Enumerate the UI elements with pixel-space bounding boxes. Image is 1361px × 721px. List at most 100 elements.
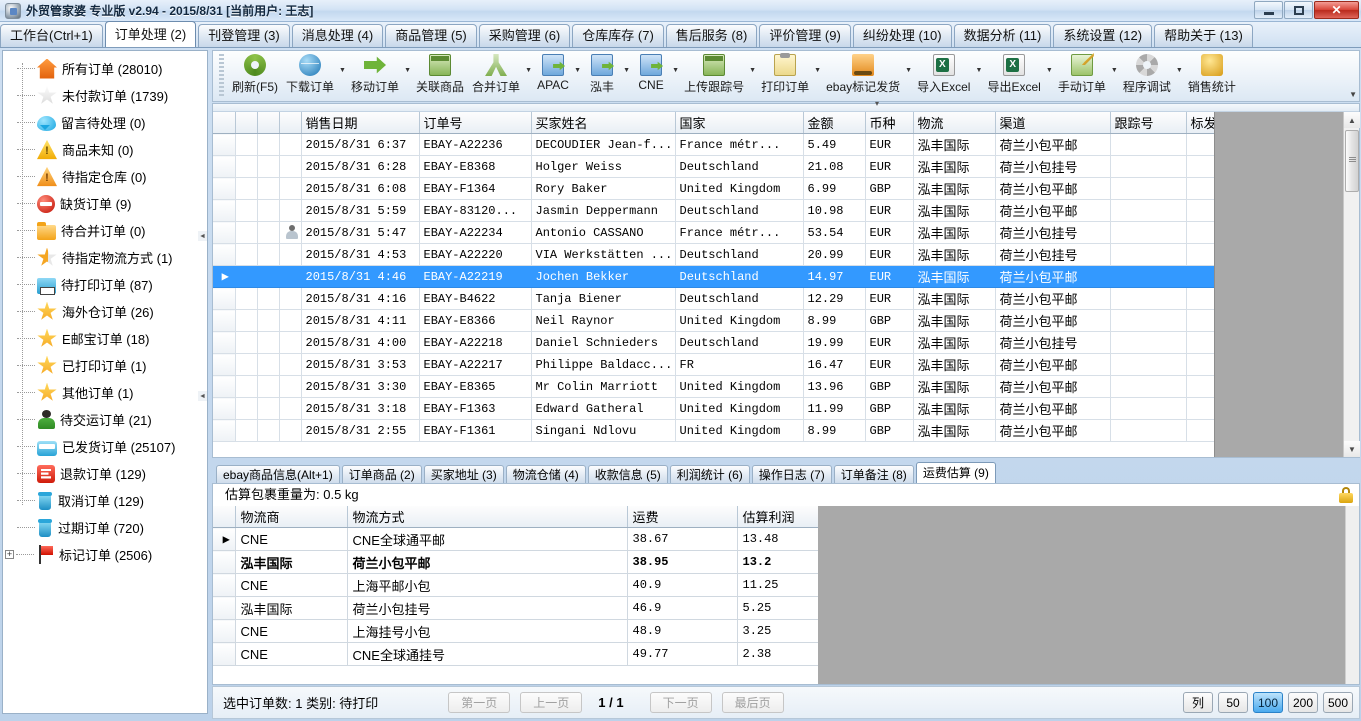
detail-tab-8[interactable]: 运费估算 (9) — [915, 462, 996, 484]
row-marker[interactable] — [213, 221, 236, 244]
freight-row-marker[interactable] — [213, 573, 236, 597]
freight-row[interactable]: CNE CNE全球通挂号 49.77 2.38 — [213, 642, 858, 666]
sidebar-item-14[interactable]: 已发货订单 (25107) — [5, 433, 207, 460]
row-flag-cell[interactable] — [279, 287, 302, 310]
row-checkbox-cell[interactable] — [257, 221, 280, 244]
row-flag-cell[interactable] — [279, 331, 302, 354]
toolbar-button-15[interactable]: 销售统计 — [1184, 51, 1240, 99]
sidebar-scroll-up-icon[interactable]: ◄ — [198, 231, 207, 241]
row-checkbox-cell[interactable] — [235, 221, 258, 244]
row-checkbox-cell[interactable] — [235, 309, 258, 332]
sidebar-item-8[interactable]: 待打印订单 (87) — [5, 271, 207, 298]
grid-filter-bar[interactable] — [213, 99, 1359, 112]
main-tab-7[interactable]: 售后服务 (8) — [665, 24, 758, 47]
row-checkbox-cell[interactable] — [257, 177, 280, 200]
row-checkbox-cell[interactable] — [257, 375, 280, 398]
row-checkbox-cell[interactable] — [235, 155, 258, 178]
freight-row-marker[interactable] — [213, 619, 236, 643]
lock-icon[interactable] — [1339, 487, 1353, 503]
toolbar-button-1[interactable]: 下载订单 — [282, 51, 338, 99]
row-flag-cell[interactable] — [279, 177, 302, 200]
freight-row-marker[interactable] — [213, 642, 236, 666]
detail-tab-4[interactable]: 收款信息 (5) — [587, 465, 668, 484]
main-tab-3[interactable]: 消息处理 (4) — [291, 24, 384, 47]
row-marker[interactable] — [213, 419, 236, 442]
toolbar-button-6[interactable]: 泓丰 — [582, 51, 622, 99]
order-row[interactable]: 2015/8/31 6:08 EBAY-F1364 Rory Baker United… — [213, 177, 1311, 200]
sidebar-scroll-down-icon[interactable]: ◄ — [198, 391, 207, 401]
freight-row[interactable]: CNE 上海平邮小包 40.9 11.25 — [213, 573, 858, 597]
toolbar-button-9[interactable]: 打印订单 — [757, 51, 813, 99]
main-tab-6[interactable]: 仓库库存 (7) — [572, 24, 664, 47]
row-flag-cell[interactable] — [279, 243, 302, 266]
row-checkbox-cell[interactable] — [257, 419, 280, 442]
toolbar-dropdown-icon[interactable]: ▼ — [905, 67, 913, 74]
order-row[interactable]: 2015/8/31 5:59 EBAY-83120... Jasmin Depper… — [213, 199, 1311, 222]
freight-row-marker[interactable]: ▶ — [213, 527, 236, 551]
toolbar-dropdown-icon[interactable]: ▼ — [814, 67, 822, 74]
scroll-up-icon[interactable]: ▲ — [1344, 112, 1360, 128]
row-checkbox-cell[interactable] — [235, 177, 258, 200]
order-row[interactable]: 2015/8/31 2:55 EBAY-F1361 Singani Ndlovu Un… — [213, 419, 1311, 442]
row-flag-cell[interactable] — [279, 221, 302, 244]
toolbar-dropdown-icon[interactable]: ▼ — [574, 67, 582, 74]
order-row[interactable]: 2015/8/31 6:37 EBAY-A22236 DECOUDIER Jean-… — [213, 133, 1311, 156]
detail-tab-6[interactable]: 操作日志 (7) — [751, 465, 832, 484]
row-flag-cell[interactable] — [279, 309, 302, 332]
row-checkbox-cell[interactable] — [235, 199, 258, 222]
sidebar-item-7[interactable]: 待指定物流方式 (1) — [5, 244, 207, 271]
toolbar-button-7[interactable]: CNE — [631, 51, 671, 99]
row-checkbox-cell[interactable] — [235, 419, 258, 442]
row-checkbox-cell[interactable] — [257, 287, 280, 310]
main-tab-1[interactable]: 订单处理 (2) — [104, 21, 197, 47]
row-checkbox-cell[interactable] — [235, 397, 258, 420]
row-marker[interactable]: ▶ — [213, 265, 236, 288]
order-row[interactable]: 2015/8/31 3:53 EBAY-A22217 Philippe Baldac… — [213, 353, 1311, 376]
first-page-button[interactable]: 第一页 — [448, 692, 511, 713]
row-checkbox-cell[interactable] — [257, 353, 280, 376]
row-checkbox-cell[interactable] — [257, 331, 280, 354]
order-row[interactable]: 2015/8/31 6:28 EBAY-E8368 Holger Weiss Deut… — [213, 155, 1311, 178]
sidebar-item-1[interactable]: 未付款订单 (1739) — [5, 82, 207, 109]
toolbar-button-2[interactable]: 移动订单 — [347, 51, 403, 99]
toolbar-dropdown-icon[interactable]: ▼ — [1175, 67, 1183, 74]
freight-row[interactable]: 泓丰国际 荷兰小包平邮 38.95 13.2 — [213, 550, 858, 574]
sidebar-item-0[interactable]: 所有订单 (28010) — [5, 55, 207, 82]
row-marker[interactable] — [213, 375, 236, 398]
main-tab-0[interactable]: 工作台(Ctrl+1) — [0, 24, 103, 47]
sidebar-item-13[interactable]: 待交运订单 (21) — [5, 406, 207, 433]
sidebar-item-16[interactable]: 取消订单 (129) — [5, 487, 207, 514]
row-checkbox-cell[interactable] — [235, 133, 258, 156]
sidebar-item-4[interactable]: 待指定仓库 (0) — [5, 163, 207, 190]
column-header-金额[interactable]: 金额 — [803, 112, 866, 134]
row-checkbox-cell[interactable] — [235, 375, 258, 398]
row-flag-cell[interactable] — [279, 265, 302, 288]
freight-row[interactable]: 泓丰国际 荷兰小包挂号 46.9 5.25 — [213, 596, 858, 620]
close-button[interactable]: ✕ — [1314, 1, 1359, 19]
row-checkbox-cell[interactable] — [235, 287, 258, 310]
order-row[interactable]: 2015/8/31 4:53 EBAY-A22220 VIA Werkstätten… — [213, 243, 1311, 266]
sidebar-item-11[interactable]: 已打印订单 (1) — [5, 352, 207, 379]
sidebar-item-17[interactable]: 过期订单 (720) — [5, 514, 207, 541]
order-grid-scrollbar[interactable]: ▲ ▼ — [1343, 112, 1360, 457]
freight-row[interactable]: ▶ CNE CNE全球通平邮 38.67 13.48 — [213, 527, 858, 551]
freight-column-运费[interactable]: 运费 — [627, 506, 738, 528]
row-marker[interactable] — [213, 353, 236, 376]
column-header-国家[interactable]: 国家 — [675, 112, 804, 134]
row-marker[interactable] — [213, 243, 236, 266]
sidebar-item-6[interactable]: 待合并订单 (0) — [5, 217, 207, 244]
row-marker[interactable] — [213, 309, 236, 332]
order-row[interactable]: 2015/8/31 4:11 EBAY-E8366 Neil Raynor Unite… — [213, 309, 1311, 332]
scroll-down-icon[interactable]: ▼ — [1344, 441, 1360, 457]
row-flag-cell[interactable] — [279, 419, 302, 442]
toolbar-button-8[interactable]: 上传跟踪号 — [680, 51, 748, 99]
column-header-渠道[interactable]: 渠道 — [995, 112, 1111, 134]
row-flag-cell[interactable] — [279, 155, 302, 178]
freight-column-物流商[interactable]: 物流商 — [235, 506, 348, 528]
next-page-button[interactable]: 下一页 — [649, 692, 712, 713]
row-checkbox-cell[interactable] — [257, 133, 280, 156]
page-size-button-100[interactable]: 100 — [1253, 692, 1283, 713]
toolbar-button-14[interactable]: 程序调试 — [1119, 51, 1175, 99]
sidebar-item-15[interactable]: 退款订单 (129) — [5, 460, 207, 487]
order-row[interactable]: 2015/8/31 5:47 EBAY-A22234 Antonio CASSANO… — [213, 221, 1311, 244]
